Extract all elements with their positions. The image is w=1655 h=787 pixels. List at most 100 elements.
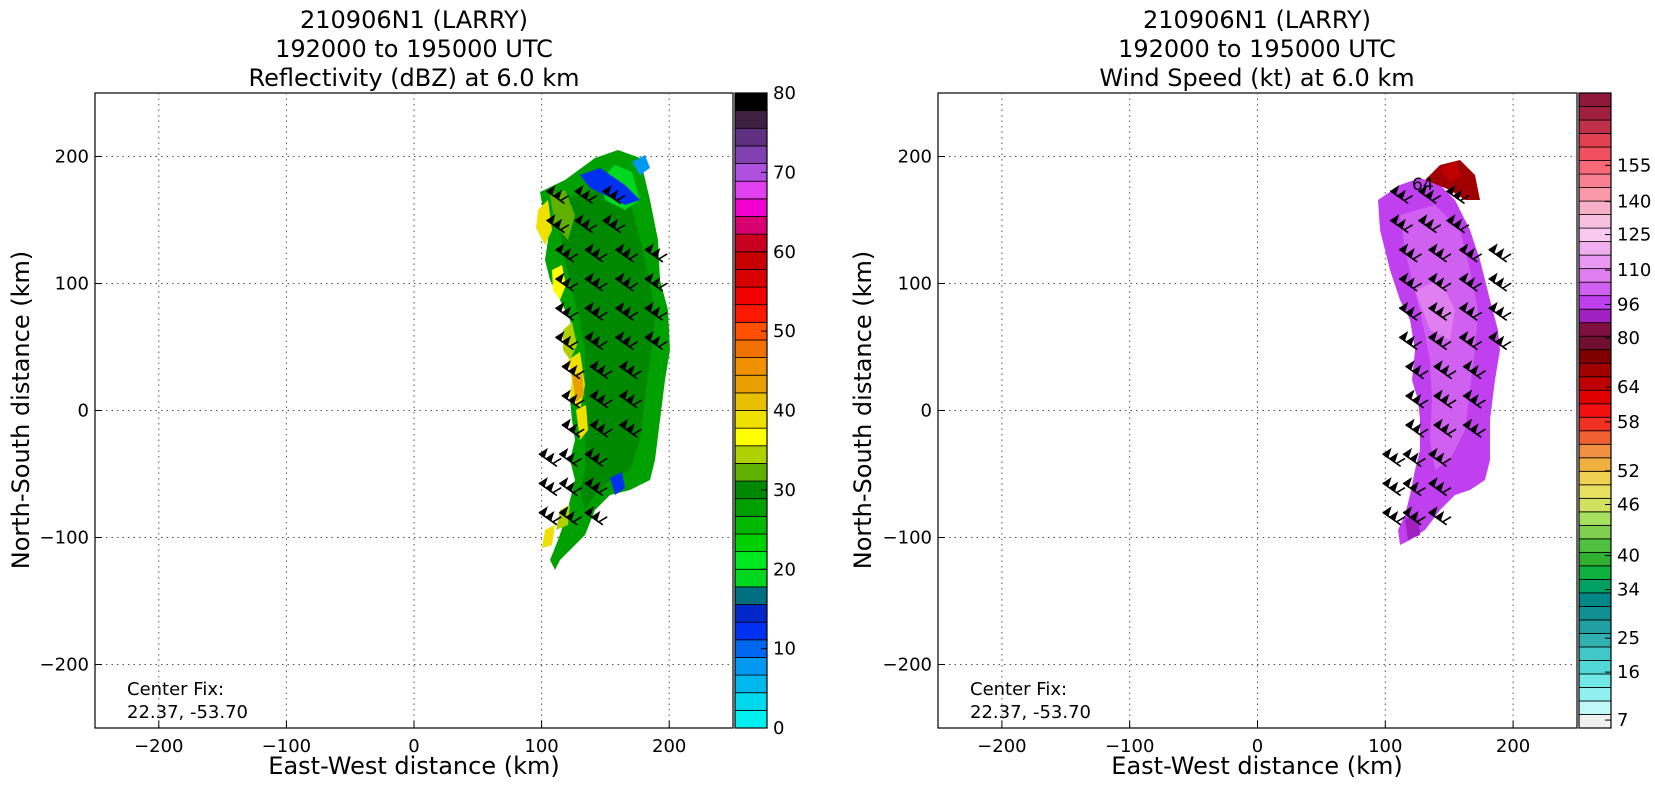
wind-barb	[574, 184, 598, 205]
wind-barb	[1389, 214, 1414, 234]
colorbar-segment	[1578, 673, 1612, 688]
colorbar-tick-label: 34	[1617, 580, 1640, 601]
colorbar-segment	[1578, 578, 1612, 594]
wind-barb	[538, 506, 562, 526]
wind-barb	[584, 477, 608, 497]
wind-barb	[1405, 418, 1429, 438]
y-tick-label: 0	[921, 401, 932, 422]
wind-barb	[1389, 184, 1414, 205]
colorbar-segment	[1578, 241, 1612, 256]
wind-barb	[1428, 477, 1452, 497]
colorbar-segment	[1578, 389, 1612, 405]
wind-barb	[584, 301, 608, 321]
colorbar-segment	[1578, 524, 1612, 540]
colorbar-tick-label: 25	[1617, 628, 1640, 649]
wind-barb	[614, 272, 639, 292]
x-axis-label: East-West distance (km)	[268, 752, 559, 780]
colorbar-tick-label: 30	[773, 480, 796, 501]
wind-barb	[1458, 272, 1483, 292]
colorbar-segment	[734, 180, 768, 200]
reflectivity-panel: 210906N1 (LARRY) 192000 to 195000 UTC Re…	[7, 6, 796, 780]
wind-barb	[1382, 447, 1406, 468]
colorbar-segment	[1578, 173, 1612, 188]
colorbar-segment	[1578, 511, 1612, 526]
x-tick-label: 0	[408, 736, 419, 757]
wind-barbs	[1382, 184, 1512, 526]
colorbar-tick-label: 7	[1617, 710, 1628, 731]
wind-barb	[1402, 447, 1426, 468]
colorbar-segment	[1578, 592, 1612, 607]
y-tick-label: 0	[78, 401, 89, 422]
colorbar-segment	[1578, 119, 1612, 134]
colorbar-segment	[1578, 92, 1612, 107]
colorbar-segment	[1578, 308, 1612, 324]
y-tick-label: 200	[55, 147, 89, 168]
colorbar-segment	[734, 498, 768, 517]
y-tick-label: −100	[883, 528, 932, 549]
wind-barb	[584, 447, 608, 468]
x-axis-label: East-West distance (km)	[1111, 752, 1402, 780]
colorbar-segment	[734, 657, 768, 676]
wind-barb	[1428, 272, 1452, 292]
wind-barb	[1405, 360, 1429, 380]
colorbar-segment	[734, 251, 768, 270]
wind-barb	[1458, 243, 1483, 263]
wind-barb	[1398, 331, 1423, 351]
panel-title-line-3: Wind Speed (kt) at 6.0 km	[1099, 64, 1414, 92]
colorbar-tick-label: 80	[1617, 328, 1640, 349]
colorbar-segment	[1578, 254, 1612, 270]
wind-barb	[602, 184, 626, 205]
panel-title-line-1: 210906N1 (LARRY)	[300, 6, 528, 34]
wind-speed-field: 64	[1378, 160, 1512, 545]
wind-barb	[1458, 301, 1483, 321]
colorbar-tick-label: 40	[773, 401, 796, 422]
wind-barb	[538, 447, 562, 468]
axis-ticks: −200 −100 0 100 200 −200 −100 0 100 200	[883, 147, 1531, 758]
colorbar-segment	[734, 463, 768, 482]
colorbar-segment	[734, 127, 768, 147]
x-tick-label: 0	[1252, 736, 1263, 757]
x-tick-label: −100	[262, 736, 311, 757]
wind-barb	[1458, 331, 1483, 351]
wind-barb	[1462, 360, 1486, 380]
wind-barb	[614, 301, 639, 321]
colorbar-segment	[1578, 565, 1612, 580]
wind-barb	[584, 331, 608, 351]
colorbar-segment	[1578, 538, 1612, 553]
colorbar-tick-label: 140	[1617, 192, 1651, 213]
colorbar-segment	[1578, 322, 1612, 337]
colorbar-segment	[1578, 106, 1612, 121]
wind-barb	[618, 389, 643, 409]
wind-barb	[644, 331, 668, 351]
colorbar-tick-label: 16	[1617, 662, 1640, 683]
wind-barb	[1417, 214, 1442, 234]
colorbar-segment	[1578, 281, 1612, 297]
wind-barb	[1488, 272, 1512, 292]
colorbar-tick-label: 110	[1617, 260, 1651, 281]
colorbar-segment	[1578, 187, 1612, 202]
wind-barb	[584, 243, 608, 263]
colorbar-tick-label: 40	[1617, 546, 1640, 567]
colorbar-segment	[1578, 606, 1612, 621]
wind-barb	[555, 331, 579, 351]
wind-barb	[589, 360, 613, 380]
colorbar-tick-label: 64	[1617, 377, 1640, 398]
colorbar-segment	[734, 674, 768, 694]
colorbar-segment	[1578, 349, 1612, 364]
wind-barb	[1398, 301, 1423, 321]
colorbar-segment	[734, 92, 768, 112]
wind-barb	[1462, 389, 1486, 409]
plot-area: 64 −200 −100 0 100 200 −200 −100 0 100 200 Center…	[883, 92, 1578, 758]
colorbar-segment	[1578, 646, 1612, 661]
panel-title-line-2: 192000 to 195000 UTC	[1118, 35, 1396, 63]
center-fix-label: Center Fix:	[127, 679, 224, 700]
colorbar-tick-label: 50	[773, 321, 796, 342]
colorbar-segment	[1578, 619, 1612, 634]
wind-barb	[1398, 243, 1423, 263]
colorbar-segment	[1578, 214, 1612, 229]
wind-barb	[1446, 214, 1470, 234]
colorbar-tick-label: 0	[773, 718, 784, 739]
wind-barb	[1428, 331, 1452, 351]
center-fix-label: Center Fix:	[970, 679, 1067, 700]
colorbar-segment	[734, 374, 768, 394]
